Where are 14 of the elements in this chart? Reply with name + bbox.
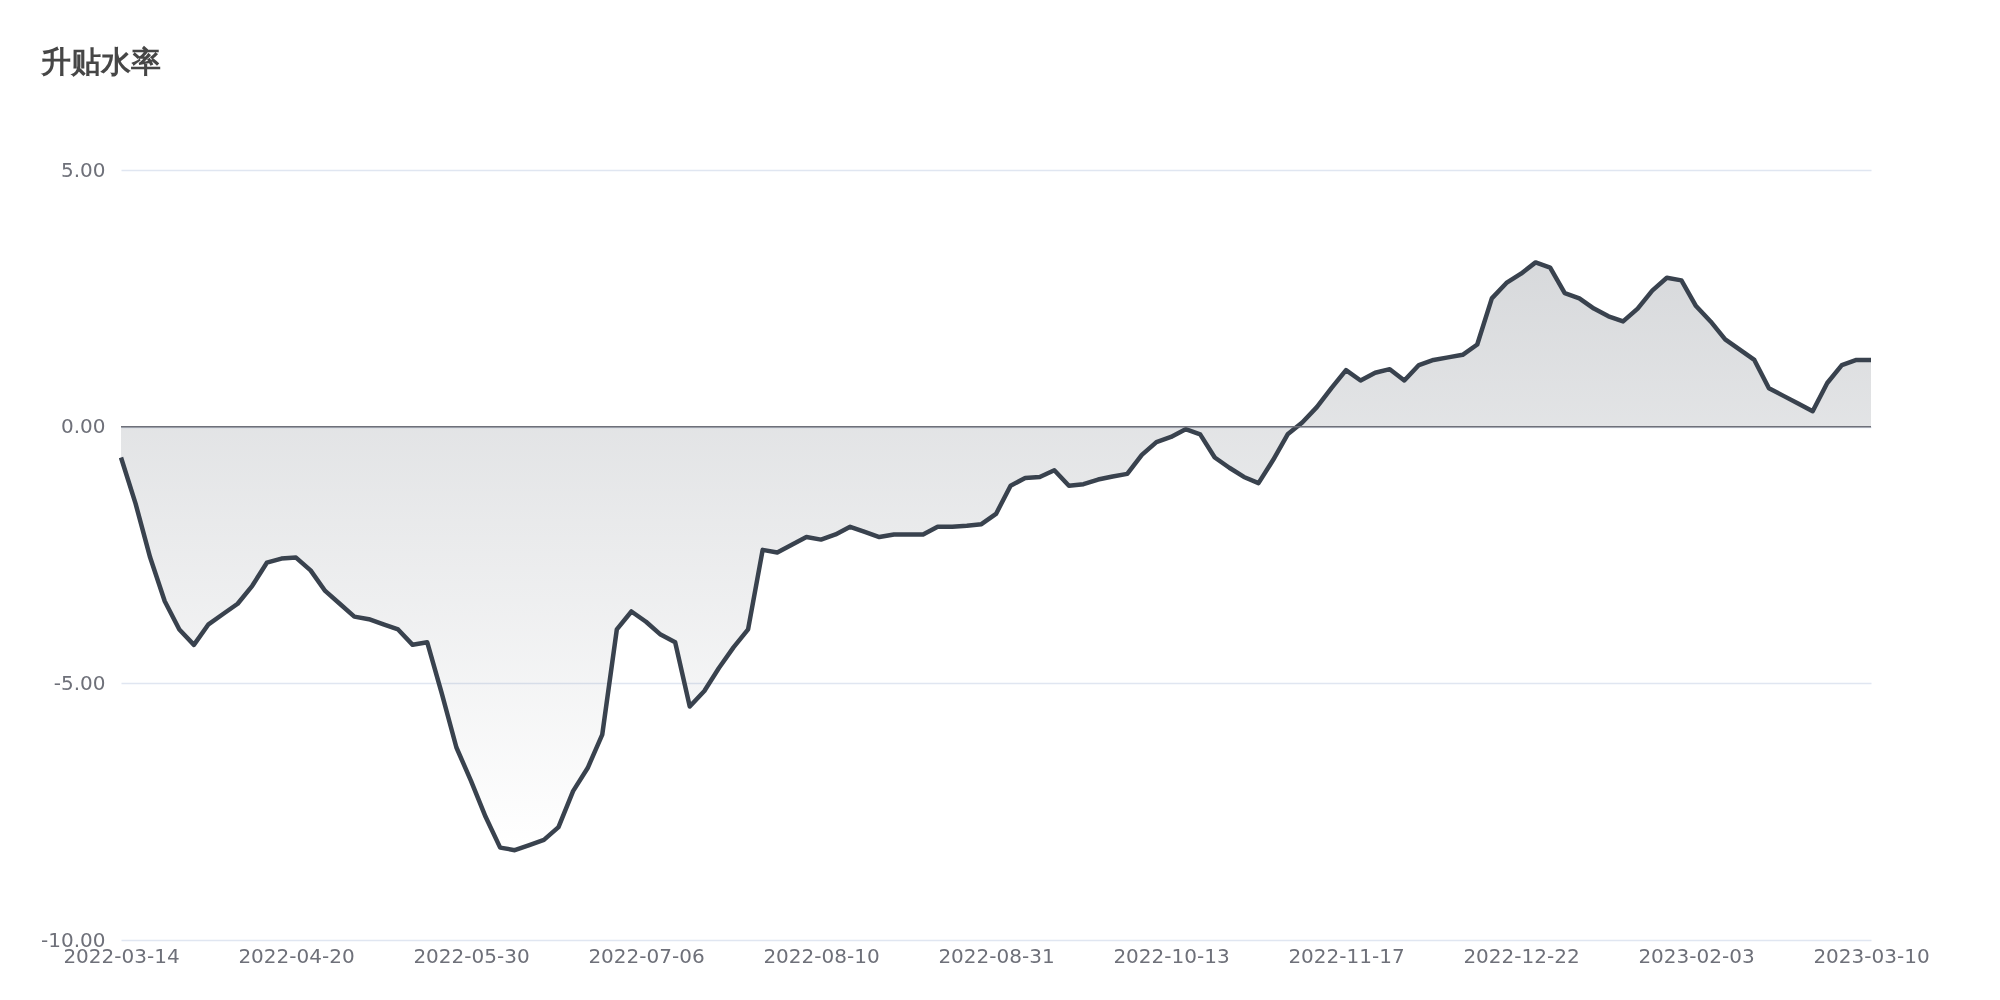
x-tick-label: 2022-11-17: [1288, 943, 1405, 968]
y-tick-label: 5.00: [60, 157, 106, 182]
x-tick-label: 2022-07-06: [588, 943, 705, 968]
x-tick-label: 2022-05-30: [413, 943, 530, 968]
x-tick-label: 2023-02-03: [1638, 943, 1755, 968]
x-tick-label: 2022-04-20: [238, 943, 355, 968]
x-tick-label: 2022-10-13: [1113, 943, 1230, 968]
y-tick-label: -5.00: [53, 670, 106, 695]
y-tick-label: 0.00: [60, 414, 106, 439]
x-tick-label: 2022-08-10: [763, 943, 880, 968]
x-tick-label: 2022-08-31: [938, 943, 1055, 968]
chart-title: 升贴水率: [39, 44, 161, 79]
x-tick-label: 2023-03-10: [1813, 943, 1930, 968]
x-tick-label: 2022-12-22: [1463, 943, 1580, 968]
